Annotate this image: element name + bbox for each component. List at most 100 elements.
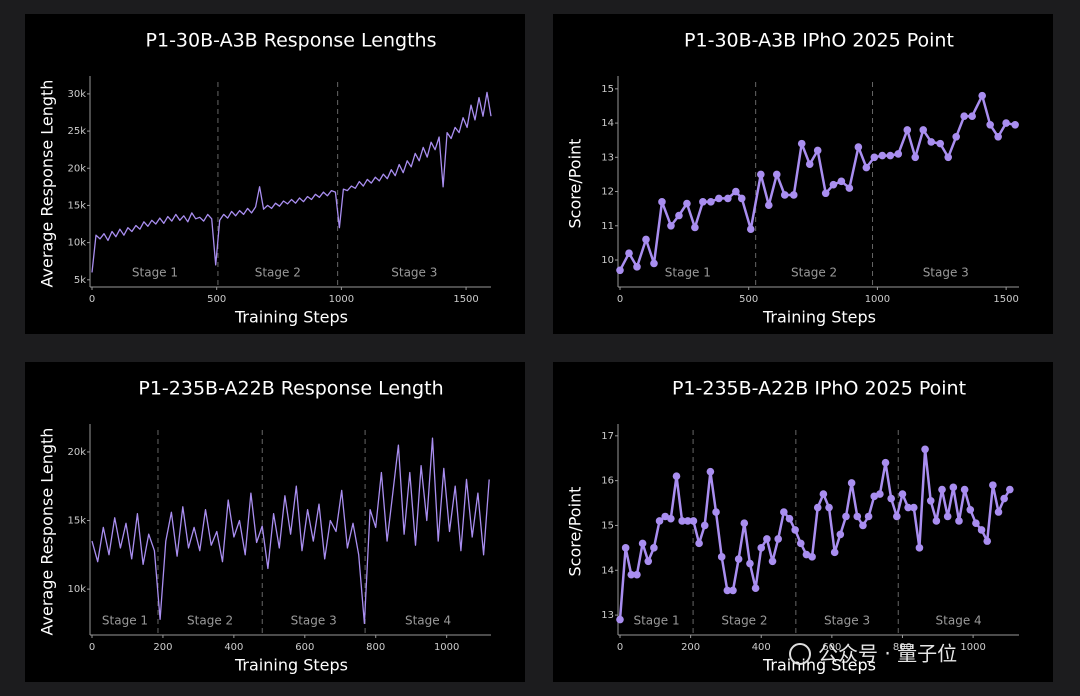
stage-label: Stage 3 (824, 614, 870, 628)
marker (813, 503, 822, 512)
x-tick-label: 200 (153, 642, 172, 653)
x-axis-label: Training Steps (234, 308, 348, 327)
panel (553, 14, 1053, 334)
marker (898, 490, 907, 498)
marker (1006, 485, 1014, 494)
marker (915, 544, 924, 552)
marker (683, 517, 692, 525)
marker (870, 153, 879, 162)
marker (936, 139, 945, 148)
marker (886, 151, 895, 160)
x-tick-label: 1000 (329, 294, 354, 305)
marker (986, 120, 994, 129)
marker (780, 191, 789, 199)
marker (638, 539, 647, 548)
marker (734, 555, 743, 563)
marker (887, 494, 895, 503)
marker (960, 485, 969, 494)
marker (700, 521, 709, 530)
y-axis-label: Score/Point (566, 487, 585, 577)
stage-label: Stage 3 (923, 266, 969, 280)
y-tick-label: 15 (601, 520, 614, 531)
watermark-icon (789, 643, 811, 665)
y-tick-label: 10 (601, 255, 614, 266)
x-tick-label: 1000 (434, 642, 459, 653)
marker (746, 225, 755, 234)
marker (625, 249, 633, 257)
marker (911, 153, 920, 162)
chart-title: P1-235B-A22B IPhO 2025 Point (672, 378, 966, 400)
x-tick-label: 800 (366, 642, 385, 653)
marker (859, 521, 867, 530)
chart-title: P1-30B-A3B IPhO 2025 Point (684, 30, 954, 52)
x-tick-label: 1000 (865, 294, 890, 305)
marker (780, 508, 788, 516)
x-tick-label: 500 (207, 294, 226, 305)
marker (699, 198, 707, 206)
marker (952, 132, 960, 141)
marker (757, 170, 765, 179)
y-tick-label: 15k (67, 516, 86, 527)
x-tick-label: 0 (617, 642, 623, 653)
marker (854, 143, 863, 151)
marker (616, 266, 624, 275)
marker (616, 615, 624, 624)
marker (796, 539, 805, 548)
marker (943, 512, 952, 521)
stage-label: Stage 1 (102, 614, 148, 628)
marker (667, 221, 675, 230)
marker (729, 586, 737, 595)
y-tick-label: 30k (67, 89, 86, 100)
marker (847, 479, 856, 487)
marker (650, 259, 658, 268)
marker (644, 557, 653, 566)
y-tick-label: 14 (601, 565, 614, 576)
x-tick-label: 500 (739, 294, 758, 305)
chart: P1-235B-A22B Response Length Training Ste… (25, 362, 525, 682)
x-tick-label: 1500 (453, 294, 478, 305)
stage-label: Stage 3 (291, 614, 337, 628)
x-axis-label: Training Steps (762, 656, 876, 675)
marker (675, 211, 683, 220)
stage-label: Stage 2 (791, 266, 837, 280)
panel (553, 362, 1053, 682)
marker (678, 517, 686, 525)
marker (707, 198, 715, 206)
marker (763, 535, 771, 543)
x-tick-label: 0 (89, 294, 95, 305)
marker (983, 537, 992, 545)
marker (717, 553, 726, 561)
y-tick-label: 11 (601, 221, 614, 232)
line (91, 91, 492, 273)
marker (949, 483, 958, 492)
marker (789, 191, 798, 199)
marker (966, 505, 975, 514)
marker (621, 544, 630, 552)
marker (968, 112, 976, 121)
y-tick-label: 20k (67, 447, 86, 458)
marker (862, 163, 871, 172)
marker (829, 180, 838, 189)
marker (706, 467, 715, 476)
marker (989, 481, 997, 489)
marker (791, 526, 799, 534)
marker (878, 151, 887, 160)
marker (921, 445, 929, 454)
y-tick-label: 10k (67, 238, 86, 249)
marker (723, 586, 732, 595)
marker (757, 544, 766, 552)
stage-label: Stage 2 (721, 614, 767, 628)
marker (830, 548, 839, 557)
line (91, 437, 490, 625)
marker (774, 535, 782, 543)
marker (837, 177, 846, 186)
marker (672, 472, 681, 480)
marker (642, 235, 650, 244)
marker (909, 503, 918, 512)
marker (633, 263, 641, 271)
marker (938, 485, 946, 494)
stage-label: Stage 2 (255, 266, 301, 280)
y-tick-label: 25k (67, 126, 86, 137)
